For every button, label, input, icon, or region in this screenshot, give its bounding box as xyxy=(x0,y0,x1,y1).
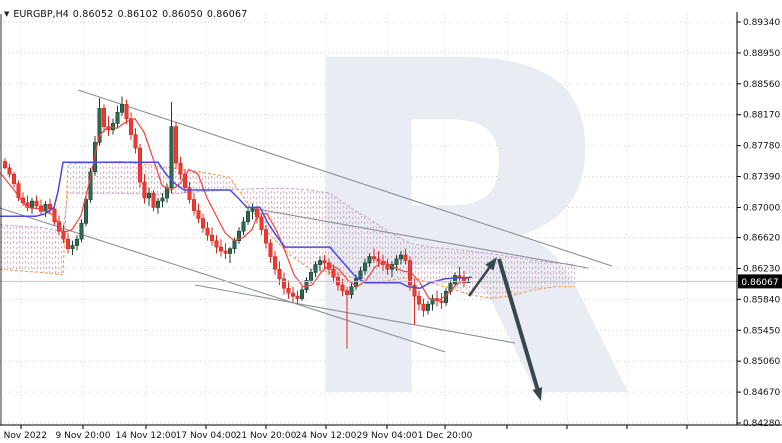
symbol-info-bar: ▼ EURGBP,H4 0.86052 0.86102 0.86050 0.86… xyxy=(4,9,248,20)
current-price-tag: 0.86067 xyxy=(738,274,782,289)
y-axis-price-label: 0.87390 xyxy=(743,173,780,183)
y-axis-price-label: 0.85450 xyxy=(743,326,780,336)
x-axis-time-label: 1 Dec 20:00 xyxy=(418,431,473,441)
y-axis-price-label: 0.85060 xyxy=(743,357,780,367)
trendline-object[interactable] xyxy=(194,284,516,344)
ohlc-close-value: 0.86067 xyxy=(206,9,248,20)
y-axis-price-label: 0.84280 xyxy=(743,419,780,429)
x-axis-time-label: 29 Nov 04:00 xyxy=(357,431,418,441)
ohlc-high-value: 0.86102 xyxy=(117,9,159,20)
forecast-arrow[interactable] xyxy=(467,257,543,401)
y-axis-price-label: 0.84670 xyxy=(743,388,780,398)
ohlc-open-value: 0.86052 xyxy=(72,9,114,20)
sell-direction-icon: ▼ xyxy=(4,10,10,18)
x-axis-time-label: 9 Nov 20:00 xyxy=(56,431,111,441)
ichimoku-lines xyxy=(0,117,473,302)
y-axis-price-label: 0.89340 xyxy=(743,18,780,28)
y-axis-price-label: 0.87780 xyxy=(743,142,780,152)
x-axis-time-label: 14 Nov 12:00 xyxy=(116,431,177,441)
x-axis-time-label: 17 Nov 04:00 xyxy=(176,431,237,441)
y-axis-labels: 0.89340 0.88950 0.88560 0.88170 0.87780 0.873… xyxy=(743,18,780,429)
y-axis-price-label: 0.87000 xyxy=(743,203,780,213)
y-axis-price-label: 0.85840 xyxy=(743,295,780,305)
trendline-object[interactable] xyxy=(244,206,589,269)
kijun-sen-line xyxy=(0,161,473,290)
trendline-object[interactable] xyxy=(77,89,613,267)
tenkan-sen-line xyxy=(0,117,473,302)
svg-text:0.86067: 0.86067 xyxy=(741,278,778,288)
y-axis-price-label: 0.86620 xyxy=(743,234,780,244)
x-axis-time-label: 7 Nov 2022 xyxy=(0,431,47,441)
ohlc-low-value: 0.86050 xyxy=(162,9,203,20)
y-axis-price-label: 0.88170 xyxy=(743,111,780,121)
axes-layer xyxy=(0,12,782,429)
x-axis-labels: 7 Nov 2022 9 Nov 20:00 14 Nov 12:00 17 Nov … xyxy=(0,431,473,441)
trendline-object[interactable] xyxy=(0,207,446,353)
x-axis-time-label: 21 Nov 20:00 xyxy=(236,431,297,441)
ichimoku-cloud xyxy=(0,160,576,300)
y-axis-price-label: 0.86230 xyxy=(743,264,780,274)
symbol-timeframe-label: EURGBP,H4 xyxy=(13,9,69,20)
trendlines-layer xyxy=(0,89,613,353)
candles-layer xyxy=(2,96,471,349)
x-axis-time-label: 24 Nov 12:00 xyxy=(296,431,357,441)
y-axis-price-label: 0.88950 xyxy=(743,49,780,59)
y-axis-price-label: 0.88560 xyxy=(743,80,780,90)
